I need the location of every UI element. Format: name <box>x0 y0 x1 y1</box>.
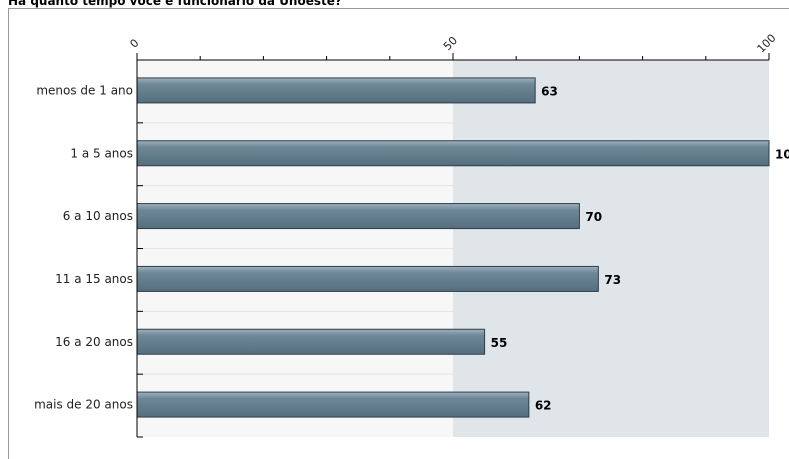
category-label: 1 a 5 anos <box>70 146 133 160</box>
bar <box>136 77 536 104</box>
category-label: 11 a 15 anos <box>55 272 133 286</box>
category-label: 16 a 20 anos <box>55 335 133 349</box>
category-label: mais de 20 anos <box>34 398 133 412</box>
x-tick-label: 100 <box>755 32 779 56</box>
bar <box>136 265 599 292</box>
chart-frame <box>8 8 789 459</box>
value-label: 70 <box>585 210 602 224</box>
chart-title: Há quanto tempo você é funcionário da Un… <box>8 0 342 8</box>
x-tick-label: 0 <box>127 36 141 50</box>
bar <box>136 203 580 230</box>
category-label: 6 a 10 anos <box>63 209 133 223</box>
bar <box>136 391 530 418</box>
bar <box>136 140 770 167</box>
bar <box>136 328 486 355</box>
value-label: 62 <box>535 399 552 413</box>
category-label: menos de 1 ano <box>36 83 133 97</box>
value-label: 63 <box>541 84 558 98</box>
value-label: 55 <box>491 336 508 350</box>
value-label: 73 <box>604 273 621 287</box>
value-label: 10 <box>775 147 789 161</box>
x-tick-label: 50 <box>441 34 460 53</box>
